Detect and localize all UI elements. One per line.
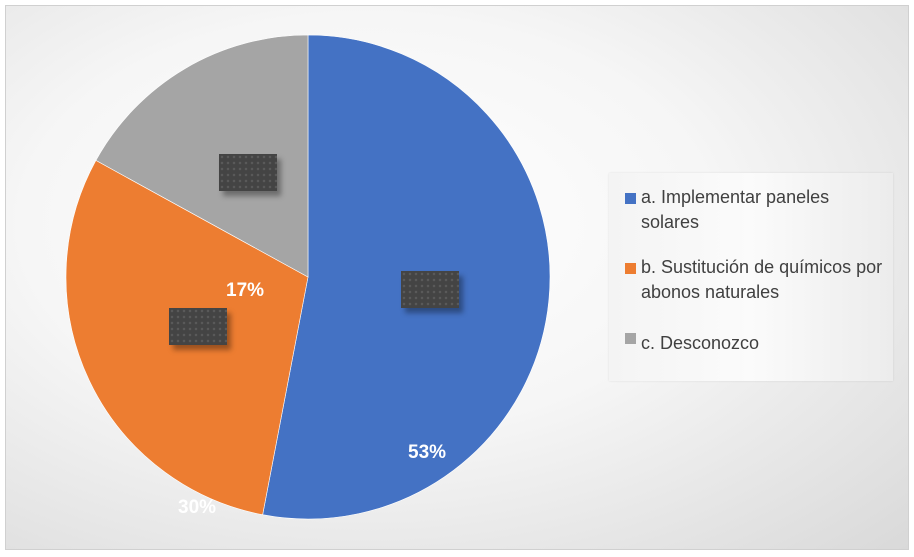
label-placeholder-box xyxy=(169,308,227,345)
data-label-a: 53% xyxy=(408,442,447,463)
chart-area: 53% 30% 17% a. Implementar paneles solar… xyxy=(5,5,909,550)
legend-item-a: a. Implementar paneles solares xyxy=(625,185,881,235)
label-placeholder-box xyxy=(401,271,459,308)
legend-item-b: b. Sustitución de químicos por abonos na… xyxy=(625,255,886,305)
legend-label: c. Desconozco xyxy=(641,333,760,353)
legend-label: a. Implementar paneles solares xyxy=(641,187,830,232)
legend-item-c: c. Desconozco xyxy=(625,331,881,356)
legend: a. Implementar paneles solares b. Sustit… xyxy=(609,173,893,381)
legend-label: b. Sustitución de químicos por abonos na… xyxy=(641,257,883,302)
pie-slice-c xyxy=(95,34,309,278)
data-label-c: 17% xyxy=(226,280,265,301)
data-label-b: 30% xyxy=(178,497,217,518)
label-placeholder-box xyxy=(219,154,277,191)
legend-swatch xyxy=(625,333,636,344)
legend-swatch xyxy=(625,193,636,204)
legend-swatch xyxy=(625,263,636,274)
